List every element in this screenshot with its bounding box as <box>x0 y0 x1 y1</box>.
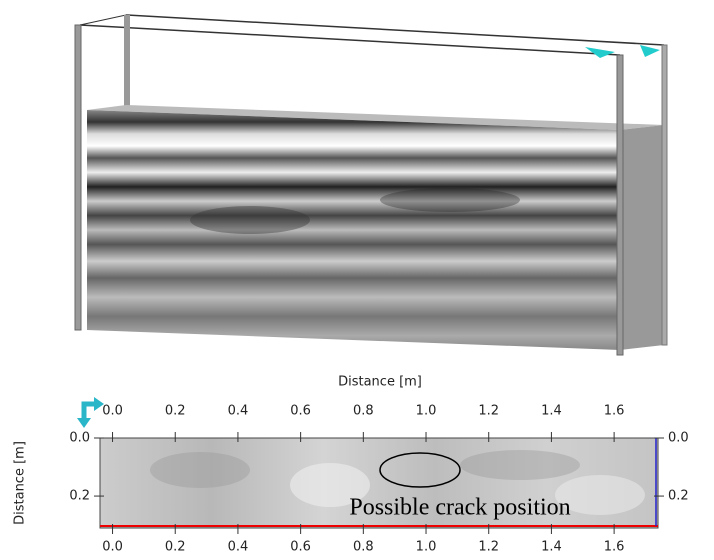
x-tick-label: 0.0 <box>102 540 123 555</box>
x-tick-label: 0.6 <box>290 540 311 555</box>
x-tick-label: 0.2 <box>165 404 186 419</box>
x-tick-label: 0.8 <box>353 540 374 555</box>
x-tick-label: 1.6 <box>604 404 625 419</box>
x-tick-label: 1.2 <box>478 404 499 419</box>
orientation-icon <box>77 397 104 428</box>
x-tick-label: 0.4 <box>228 404 249 419</box>
x-axis-label: Distance [m] <box>338 375 422 390</box>
x-tick-label: 1.4 <box>541 540 562 555</box>
x-tick-label: 0.0 <box>102 404 123 419</box>
x-tick-label: 0.4 <box>228 540 249 555</box>
x-tick-label: 0.6 <box>290 404 311 419</box>
x-tick-label: 1.4 <box>541 404 562 419</box>
y-tick-label: 0.0 <box>69 431 90 446</box>
x-tick-label: 0.8 <box>353 404 374 419</box>
x-tick-label: 1.6 <box>604 540 625 555</box>
x-tick-label: 1.0 <box>416 404 437 419</box>
y-tick-label: 0.2 <box>668 489 689 504</box>
figure: Possible crack position Distance [m] Dis… <box>0 0 714 560</box>
y-axis-label: Distance [m] <box>13 441 28 525</box>
radar-block <box>75 15 667 355</box>
annotation: Possible crack position <box>349 495 570 521</box>
slice-plot: Possible crack position Distance [m] Dis… <box>13 375 689 555</box>
y-tick-label: 0.2 <box>69 489 90 504</box>
x-tick-label: 1.2 <box>478 540 499 555</box>
y-tick-label: 0.0 <box>668 431 689 446</box>
x-tick-label: 0.2 <box>165 540 186 555</box>
x-tick-label: 1.0 <box>416 540 437 555</box>
